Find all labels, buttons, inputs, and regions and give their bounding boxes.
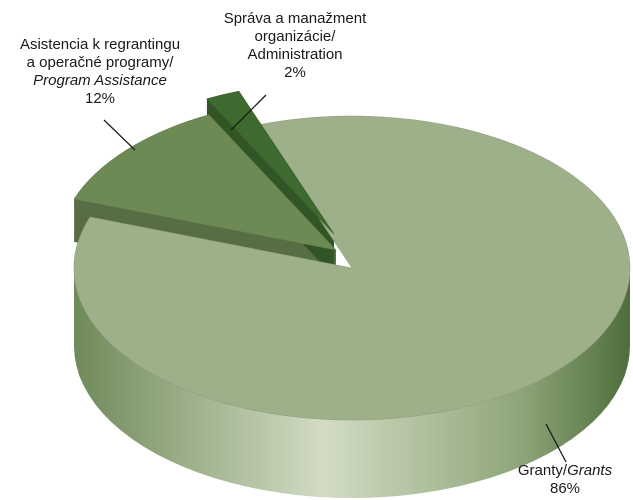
label-grants-en: Grants	[567, 462, 613, 479]
pie-slice-administration	[206, 90, 335, 235]
pie-slice-program-assistance	[73, 114, 337, 251]
pie-slice-grants	[73, 115, 631, 421]
leader-line-administration	[230, 94, 267, 131]
label-administration-pct: 2%	[284, 64, 306, 81]
label-administration-en: Administration	[247, 46, 343, 63]
label-program-assistance-sk-2: a operačné programy/	[26, 54, 174, 71]
label-administration-sk-2: organizácie/	[254, 28, 336, 45]
pie-side-grants	[74, 268, 630, 498]
leader-line-grants	[545, 423, 567, 463]
label-program-assistance-pct: 12%	[84, 90, 116, 107]
label-grants: Granty/Grants 86%	[500, 462, 630, 498]
label-program-assistance-sk-1: Asistencia k regrantingu	[19, 36, 181, 53]
label-grants-sk: Granty/	[517, 462, 568, 479]
label-grants-pct: 86%	[549, 480, 581, 497]
leader-line-program-assistance	[103, 119, 136, 151]
label-program-assistance-en: Program Assistance	[33, 72, 167, 89]
label-program-assistance: Asistencia k regrantingu a operačné prog…	[10, 36, 190, 108]
label-administration: Správa a manažment organizácie/ Administ…	[200, 10, 390, 82]
label-administration-sk-1: Správa a manažment	[223, 10, 367, 27]
